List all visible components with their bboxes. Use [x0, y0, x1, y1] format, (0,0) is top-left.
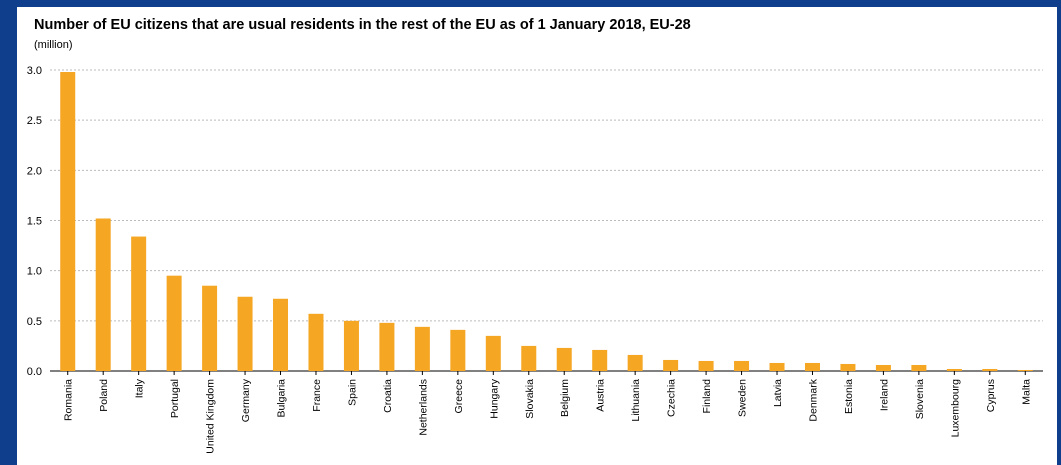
bar — [379, 322, 395, 371]
bar — [202, 285, 218, 371]
chart-title: Number of EU citizens that are usual res… — [34, 17, 691, 33]
x-tick-label: Portugal — [169, 379, 181, 418]
x-tick-label: Greece — [453, 379, 465, 414]
y-tick-label: 1.5 — [27, 216, 42, 228]
x-tick-label: Luxembourg — [949, 379, 961, 438]
bar — [450, 329, 466, 371]
frame-left-border — [0, 0, 17, 465]
x-tick-label: Spain — [346, 379, 358, 406]
y-tick-label: 2.5 — [27, 115, 42, 127]
bar — [911, 364, 927, 371]
chart-unit-label: (million) — [34, 39, 73, 51]
bar — [237, 296, 253, 371]
bar — [875, 364, 891, 371]
x-tick-label: Slovakia — [524, 379, 536, 419]
x-tick-label: Bulgaria — [276, 379, 288, 418]
x-tick-label: Malta — [1020, 379, 1032, 405]
x-tick-label: Germany — [240, 378, 252, 422]
x-tick-label: Latvia — [772, 379, 784, 407]
y-tick-label: 2.0 — [27, 165, 42, 177]
x-tick-label: Belgium — [559, 379, 571, 417]
y-tick-label: 1.0 — [27, 266, 42, 278]
x-tick-label: Estonia — [843, 379, 855, 414]
bar — [840, 363, 856, 371]
x-tick-label: Italy — [134, 378, 146, 398]
bar — [982, 368, 998, 371]
x-tick-label: Slovenia — [914, 379, 926, 419]
bar — [804, 362, 820, 371]
bar — [946, 368, 962, 371]
x-tick-label: Poland — [98, 379, 110, 412]
bar — [1017, 369, 1033, 371]
bar — [663, 359, 679, 371]
x-tick-label: Czechia — [666, 379, 678, 417]
bar — [485, 335, 501, 371]
x-tick-label: Netherlands — [417, 379, 429, 436]
x-tick-label: Austria — [595, 379, 607, 412]
bar — [95, 218, 111, 371]
x-tick-label: Croatia — [382, 379, 394, 413]
bar — [627, 354, 643, 371]
bar — [273, 298, 289, 371]
y-tick-label: 0.5 — [27, 316, 42, 328]
x-tick-label: Hungary — [488, 378, 500, 418]
bar — [414, 326, 430, 371]
bar — [131, 236, 147, 371]
bar — [521, 345, 537, 371]
x-tick-label: Sweden — [737, 379, 749, 417]
bar — [592, 349, 608, 371]
x-tick-label: Ireland — [878, 379, 890, 411]
y-tick-label: 3.0 — [27, 65, 42, 77]
y-tick-label: 0.0 — [27, 366, 42, 378]
x-tick-label: Denmark — [807, 378, 819, 421]
x-tick-label: France — [311, 379, 323, 412]
frame-top-border — [0, 0, 1061, 7]
bar — [343, 320, 359, 371]
bar — [308, 313, 324, 371]
bar — [556, 347, 572, 371]
bar — [734, 360, 750, 371]
bar — [60, 72, 76, 372]
frame-right-border — [1057, 0, 1061, 465]
x-tick-label: Lithuania — [630, 379, 642, 422]
bar — [698, 360, 714, 371]
x-tick-label: Romania — [63, 379, 75, 421]
bar — [769, 362, 785, 371]
x-tick-label: Finland — [701, 379, 713, 414]
x-tick-label: Cyprus — [985, 379, 997, 412]
x-tick-label: United Kingdom — [205, 379, 217, 454]
bar — [166, 275, 182, 371]
